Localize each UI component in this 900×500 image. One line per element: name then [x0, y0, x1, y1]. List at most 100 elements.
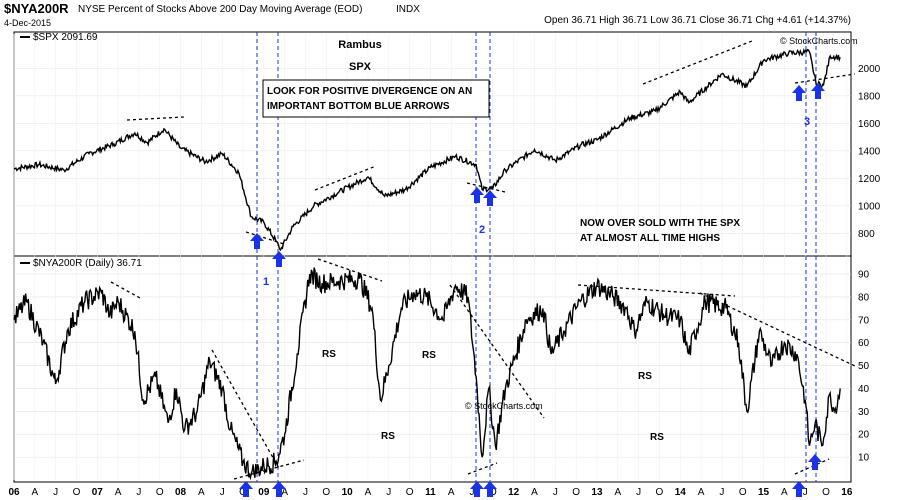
- x-tick-label: 07: [92, 487, 104, 498]
- y-tick-label: 30: [858, 407, 870, 418]
- x-tick-label: A: [281, 487, 288, 498]
- x-tick-label: J: [470, 487, 475, 498]
- x-tick-label: A: [448, 487, 455, 498]
- x-tick-label: A: [614, 487, 621, 498]
- divergence-box: [262, 79, 490, 118]
- x-tick-label: A: [698, 487, 705, 498]
- y-tick-label: 60: [858, 338, 870, 349]
- x-tick-label: A: [115, 487, 122, 498]
- divergence-line-2: IMPORTANT BOTTOM BLUE ARROWS: [267, 101, 450, 112]
- x-tick-label: J: [803, 487, 808, 498]
- spx-label: SPX: [349, 61, 372, 73]
- rs-label: RS: [650, 432, 664, 443]
- oversold-line-2: AT ALMOST ALL TIME HIGHS: [580, 233, 720, 244]
- up-arrow-icon: [250, 233, 264, 249]
- y-tick-label: 50: [858, 361, 870, 372]
- nya-y-axis: 10 20 30 40 50 60 70 80 90: [858, 270, 870, 464]
- spx-grid: [14, 68, 851, 234]
- nya-legend: $NYA200R (Daily) 36.71: [20, 258, 142, 269]
- spx-price-line: [13, 48, 841, 252]
- chart-symbol: $NYA200R: [4, 1, 69, 16]
- y-tick-label: 800: [858, 229, 875, 240]
- x-tick-label: 15: [758, 487, 770, 498]
- x-tick-label: J: [553, 487, 558, 498]
- nya-price-line: [13, 267, 841, 481]
- author-label: Rambus: [338, 39, 381, 51]
- x-tick-label: O: [73, 487, 81, 498]
- x-tick-label: O: [656, 487, 664, 498]
- y-tick-label: 80: [858, 292, 870, 303]
- x-tick-label: J: [386, 487, 391, 498]
- x-tick-label: 09: [258, 487, 270, 498]
- y-tick-label: 1800: [858, 91, 881, 102]
- spx-legend-label: $SPX 2091.69: [33, 32, 98, 43]
- x-tick-label: A: [198, 487, 205, 498]
- y-tick-label: 10: [858, 453, 870, 464]
- x-tick-label: A: [781, 487, 788, 498]
- ohlc-readout: Open 36.71 High 36.71 Low 36.71 Close 36…: [544, 15, 851, 26]
- y-tick-label: 20: [858, 430, 870, 441]
- up-arrow-icon: [483, 481, 497, 497]
- x-tick-label: A: [531, 487, 538, 498]
- oversold-line-1: NOW OVER SOLD WITH THE SPX: [580, 218, 740, 229]
- blue-arrows: [239, 83, 825, 497]
- trend-lines: [110, 40, 856, 480]
- bottom-number-1: 1: [263, 276, 269, 288]
- up-arrow-icon: [470, 481, 484, 497]
- x-tick-label: O: [572, 487, 580, 498]
- x-tick-label: 10: [342, 487, 354, 498]
- watermark-top: © StockCharts.com: [780, 36, 858, 46]
- x-tick-label: J: [220, 487, 225, 498]
- up-arrow-icon: [470, 187, 484, 203]
- x-tick-label: J: [136, 487, 141, 498]
- x-tick-label: 13: [591, 487, 603, 498]
- x-tick-label: A: [31, 487, 38, 498]
- bottom-number-2: 2: [479, 224, 485, 236]
- rs-label: RS: [638, 371, 652, 382]
- chart-name: NYSE Percent of Stocks Above 200 Day Mov…: [78, 4, 362, 15]
- x-axis: 06 A J O 07 A J O 08 A J O 09 A J O 10 A J O 11 A J O 12 A J O 13 A J O…: [8, 487, 852, 498]
- chart-exchange: INDX: [396, 4, 420, 15]
- x-tick-label: 11: [425, 487, 436, 498]
- y-tick-label: 1200: [858, 174, 881, 185]
- y-tick-label: 90: [858, 270, 870, 281]
- x-tick-label: A: [365, 487, 372, 498]
- x-tick-label: O: [739, 487, 747, 498]
- up-arrow-icon: [272, 481, 286, 497]
- x-tick-label: 16: [841, 487, 853, 498]
- up-arrow-icon: [792, 85, 806, 101]
- bottom-number-3: 3: [804, 116, 810, 128]
- x-tick-label: O: [822, 487, 830, 498]
- up-arrow-icon: [808, 454, 822, 470]
- x-tick-label: 08: [175, 487, 187, 498]
- x-tick-label: O: [156, 487, 164, 498]
- up-arrow-icon: [239, 481, 253, 497]
- nya-legend-label: $NYA200R (Daily) 36.71: [33, 258, 142, 269]
- up-arrow-icon: [483, 190, 497, 206]
- rs-label: RS: [381, 431, 395, 442]
- up-arrow-icon: [272, 251, 286, 267]
- watermark-bottom: © StockCharts.com: [465, 401, 543, 411]
- x-tick-label: 06: [8, 487, 20, 498]
- chart-date: 4-Dec-2015: [4, 18, 51, 28]
- spx-y-axis: 800 1000 1200 1400 1600 1800 2000: [858, 64, 881, 240]
- rs-label: RS: [322, 349, 336, 360]
- y-tick-label: 70: [858, 315, 870, 326]
- x-tick-label: J: [303, 487, 308, 498]
- x-tick-label: J: [53, 487, 58, 498]
- x-tick-label: 12: [508, 487, 520, 498]
- y-tick-label: 1600: [858, 119, 881, 130]
- y-tick-label: 2000: [858, 64, 881, 75]
- y-tick-label: 40: [858, 384, 870, 395]
- x-tick-label: O: [322, 487, 330, 498]
- rs-label: RS: [422, 350, 436, 361]
- x-tick-label: O: [406, 487, 414, 498]
- x-tick-label: 14: [675, 487, 687, 498]
- up-arrow-icon: [811, 83, 825, 99]
- spx-legend: $SPX 2091.69: [20, 32, 98, 43]
- up-arrow-icon: [792, 481, 806, 497]
- y-tick-label: 1400: [858, 146, 881, 157]
- x-tick-label: J: [719, 487, 724, 498]
- divergence-line-1: LOOK FOR POSITIVE DIVERGENCE ON AN: [267, 86, 472, 97]
- x-tick-label: J: [636, 487, 641, 498]
